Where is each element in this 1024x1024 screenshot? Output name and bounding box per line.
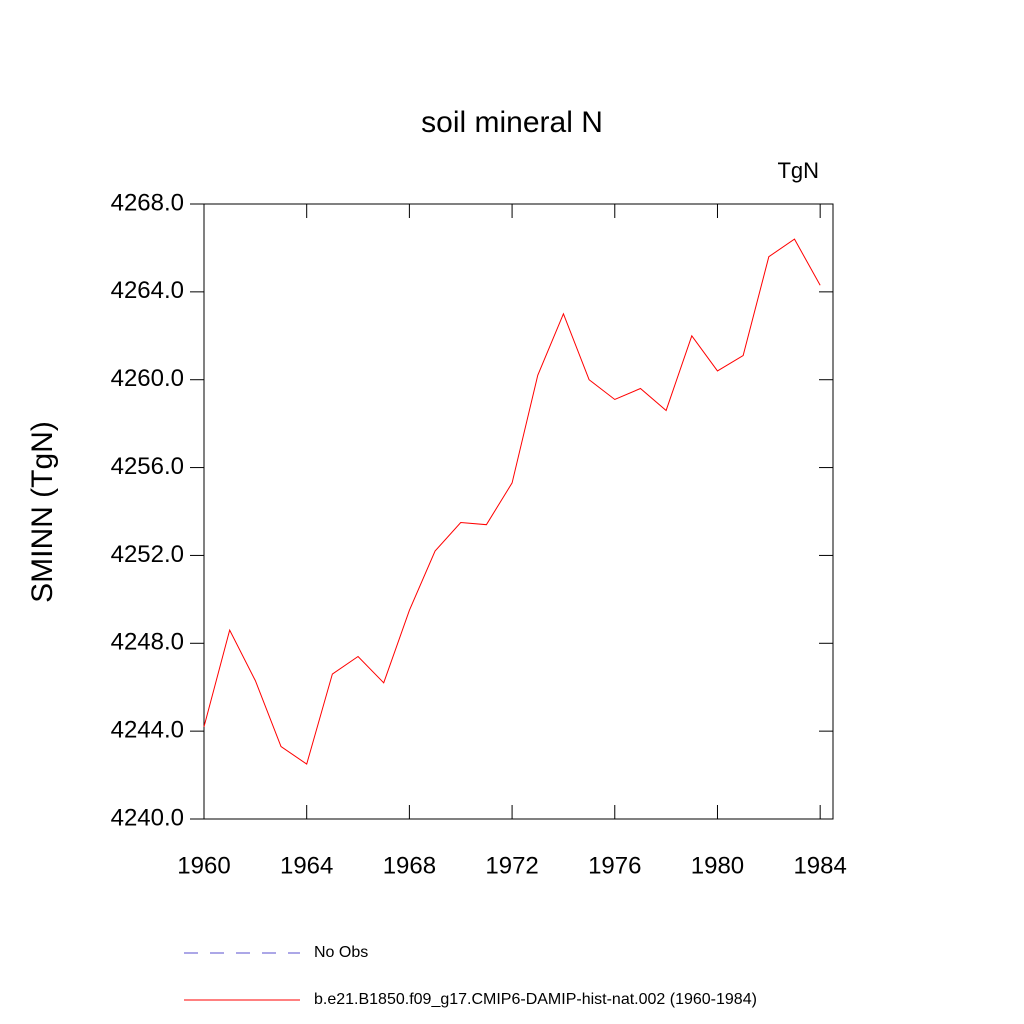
y-tick-label: 4264.0 xyxy=(111,277,184,304)
legend-label: No Obs xyxy=(314,944,368,961)
y-tick-label: 4252.0 xyxy=(111,541,184,568)
y-tick-label: 4260.0 xyxy=(111,365,184,392)
x-tick-label: 1976 xyxy=(588,852,641,879)
x-tick-label: 1964 xyxy=(280,852,333,879)
series-line xyxy=(203,238,821,765)
legend-label: b.e21.B1850.f09_g17.CMIP6-DAMIP-hist-nat… xyxy=(314,991,757,1008)
plot-frame xyxy=(203,203,834,820)
units-label: TgN xyxy=(777,158,819,183)
x-tick-label: 1984 xyxy=(793,852,846,879)
chart-title: soil mineral N xyxy=(421,106,603,139)
x-tick-label: 1968 xyxy=(383,852,436,879)
y-axis-label: SMINN (TgN) xyxy=(26,421,59,603)
y-tick-label: 4240.0 xyxy=(111,804,184,831)
y-tick-label: 4256.0 xyxy=(111,453,184,480)
y-tick-label: 4244.0 xyxy=(111,716,184,743)
x-tick-label: 1960 xyxy=(177,852,230,879)
x-tick-label: 1972 xyxy=(485,852,538,879)
x-tick-label: 1980 xyxy=(691,852,744,879)
y-tick-label: 4268.0 xyxy=(111,189,184,216)
y-tick-label: 4248.0 xyxy=(111,629,184,656)
